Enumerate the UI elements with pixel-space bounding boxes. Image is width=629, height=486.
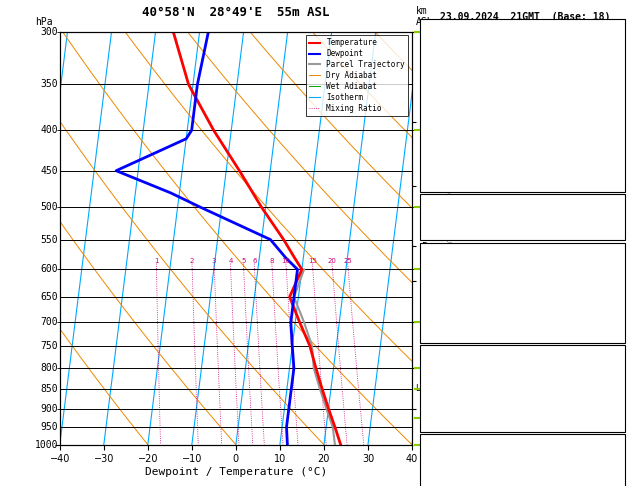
Text: Lifted Index: Lifted Index	[423, 388, 488, 397]
Text: Totals Totals: Totals Totals	[423, 211, 493, 220]
Text: LCL: LCL	[416, 383, 430, 393]
Text: ∧: ∧	[468, 163, 472, 168]
Text: 321: 321	[605, 285, 621, 294]
Text: 3: 3	[616, 298, 621, 307]
Text: 1009: 1009	[600, 362, 621, 371]
Text: CIN (J): CIN (J)	[423, 414, 461, 423]
Text: 23.09.2024  21GMT  (Base: 18): 23.09.2024 21GMT (Base: 18)	[440, 12, 610, 22]
Text: 0: 0	[616, 324, 621, 333]
Text: km
ASL: km ASL	[416, 6, 433, 27]
Text: 950: 950	[40, 422, 58, 432]
Text: Surface: Surface	[504, 246, 541, 256]
Text: SREH: SREH	[423, 464, 445, 473]
Text: Pressure (mb): Pressure (mb)	[423, 362, 493, 371]
Text: 23.8: 23.8	[600, 260, 621, 268]
Text: K: K	[423, 198, 429, 208]
Text: 15: 15	[308, 258, 317, 263]
Text: 2: 2	[616, 464, 621, 473]
Text: CAPE (J): CAPE (J)	[423, 311, 466, 320]
Text: 8: 8	[270, 258, 274, 263]
Text: 3: 3	[212, 258, 216, 263]
Text: 2.44: 2.44	[600, 224, 621, 233]
Text: hPa: hPa	[35, 17, 53, 27]
Text: EH: EH	[423, 451, 434, 460]
Text: 550: 550	[40, 235, 58, 244]
Text: θₑ(K): θₑ(K)	[423, 285, 450, 294]
Text: 24: 24	[611, 198, 621, 208]
Text: 750: 750	[40, 341, 58, 351]
Text: 354°: 354°	[600, 477, 621, 486]
Text: Mixing Ratio (g/kg): Mixing Ratio (g/kg)	[446, 191, 455, 286]
Text: Lifted Index: Lifted Index	[423, 298, 488, 307]
Text: CAPE (J): CAPE (J)	[423, 400, 466, 410]
Text: 800: 800	[40, 363, 58, 373]
Text: 5: 5	[616, 451, 621, 460]
Text: Temp (°C): Temp (°C)	[423, 260, 472, 268]
Text: 850: 850	[40, 384, 58, 394]
Text: 350: 350	[40, 80, 58, 89]
Text: 20: 20	[328, 258, 337, 263]
Text: 4: 4	[228, 258, 233, 263]
Text: ∧
∧: ∧ ∧	[485, 137, 490, 150]
Text: 0: 0	[616, 414, 621, 423]
Text: 10: 10	[281, 258, 291, 263]
Text: 650: 650	[40, 292, 58, 302]
Text: 500: 500	[40, 202, 58, 212]
Text: 25: 25	[343, 258, 352, 263]
Text: Hodograph: Hodograph	[498, 438, 547, 447]
Text: kt: kt	[426, 24, 437, 34]
Text: 41: 41	[611, 211, 621, 220]
Text: 600: 600	[40, 264, 58, 275]
Text: 300: 300	[40, 27, 58, 36]
Text: 5: 5	[241, 258, 245, 263]
Text: 321: 321	[605, 375, 621, 384]
Text: Most Unstable: Most Unstable	[487, 349, 557, 358]
Text: StmDir: StmDir	[423, 477, 455, 486]
Text: 11.7: 11.7	[600, 272, 621, 281]
Text: Dewp (°C): Dewp (°C)	[423, 272, 472, 281]
Text: 400: 400	[40, 125, 58, 135]
Text: 31: 31	[611, 311, 621, 320]
Text: 1000: 1000	[35, 440, 58, 450]
Text: 700: 700	[40, 317, 58, 327]
Text: CIN (J): CIN (J)	[423, 324, 461, 333]
Text: 450: 450	[40, 166, 58, 176]
Text: 31: 31	[611, 400, 621, 410]
Text: 900: 900	[40, 403, 58, 414]
Text: 3: 3	[616, 388, 621, 397]
X-axis label: Dewpoint / Temperature (°C): Dewpoint / Temperature (°C)	[145, 467, 327, 477]
Legend: Temperature, Dewpoint, Parcel Trajectory, Dry Adiabat, Wet Adiabat, Isotherm, Mi: Temperature, Dewpoint, Parcel Trajectory…	[306, 35, 408, 116]
Text: 40°58'N  28°49'E  55m ASL: 40°58'N 28°49'E 55m ASL	[142, 6, 330, 19]
Text: θₑ (K): θₑ (K)	[423, 375, 455, 384]
Text: 2: 2	[190, 258, 194, 263]
Text: PW (cm): PW (cm)	[423, 224, 461, 233]
Text: 6: 6	[252, 258, 257, 263]
Text: 1: 1	[154, 258, 159, 263]
